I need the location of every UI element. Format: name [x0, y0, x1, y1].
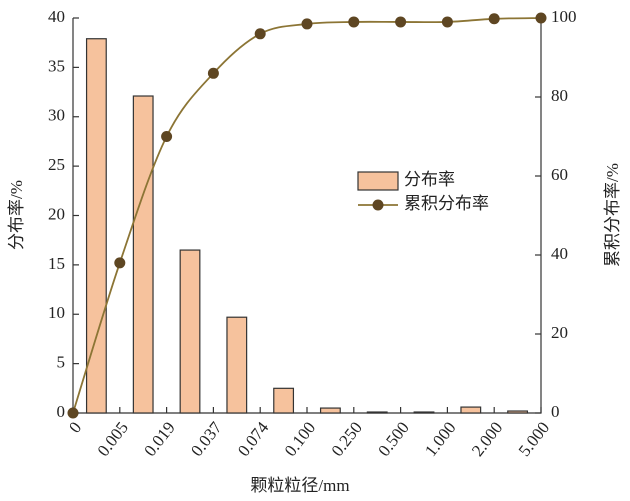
x-tick-label: 1.000: [421, 418, 460, 460]
marker: [67, 407, 79, 419]
x-tick-label: 0: [65, 418, 85, 436]
y2-tick-label: 60: [551, 165, 568, 184]
y2-tick-label: 40: [551, 244, 568, 263]
y-tick-label: 25: [48, 155, 65, 174]
x-tick-label: 0.500: [374, 418, 413, 460]
y-tick-label: 5: [57, 353, 66, 372]
y2-tick-label: 100: [551, 7, 577, 26]
y-tick-label: 20: [48, 204, 65, 223]
y2-tick-label: 20: [551, 323, 568, 342]
x-tick-label: 0.250: [328, 418, 367, 460]
marker: [207, 67, 219, 79]
y-tick-label: 15: [48, 254, 65, 273]
marker: [535, 12, 547, 24]
legend-marker: [372, 199, 384, 211]
y-axis-title: 分布率/%: [7, 180, 26, 250]
bar: [273, 387, 295, 414]
bar: [460, 406, 482, 414]
marker: [114, 257, 126, 269]
x-tick-label: 5.000: [515, 418, 554, 460]
legend-label: 分布率: [404, 170, 455, 189]
marker: [348, 16, 360, 28]
y2-tick-label: 80: [551, 86, 568, 105]
y-tick-label: 40: [48, 7, 65, 26]
legend-swatch: [357, 171, 399, 191]
bar: [179, 249, 201, 414]
marker: [254, 28, 266, 40]
legend-label: 累积分布率: [404, 194, 489, 213]
x-tick-label: 0.019: [140, 418, 179, 460]
bar: [132, 95, 154, 414]
y-tick-label: 30: [48, 106, 65, 125]
x-tick-label: 0.005: [94, 418, 133, 460]
bar: [319, 407, 341, 414]
bar: [226, 316, 248, 414]
x-tick-label: 2.000: [468, 418, 507, 460]
marker: [488, 13, 500, 25]
x-tick-label: 0.074: [234, 418, 273, 460]
marker: [301, 18, 313, 30]
y-tick-label: 35: [48, 56, 65, 75]
bar: [413, 411, 435, 414]
x-tick-label: 0.037: [187, 418, 226, 460]
x-tick-label: 0.100: [281, 418, 320, 460]
x-axis-title: 颗粒粒径/mm: [250, 476, 349, 495]
marker: [395, 16, 407, 28]
y-tick-label: 10: [48, 303, 65, 322]
y-tick-label: 0: [57, 402, 66, 421]
marker: [441, 16, 453, 28]
y2-tick-label: 0: [551, 402, 560, 421]
bar: [366, 411, 388, 414]
y2-axis-title: 累积分布率/%: [603, 163, 622, 267]
marker: [161, 131, 173, 142]
bar: [507, 410, 529, 414]
